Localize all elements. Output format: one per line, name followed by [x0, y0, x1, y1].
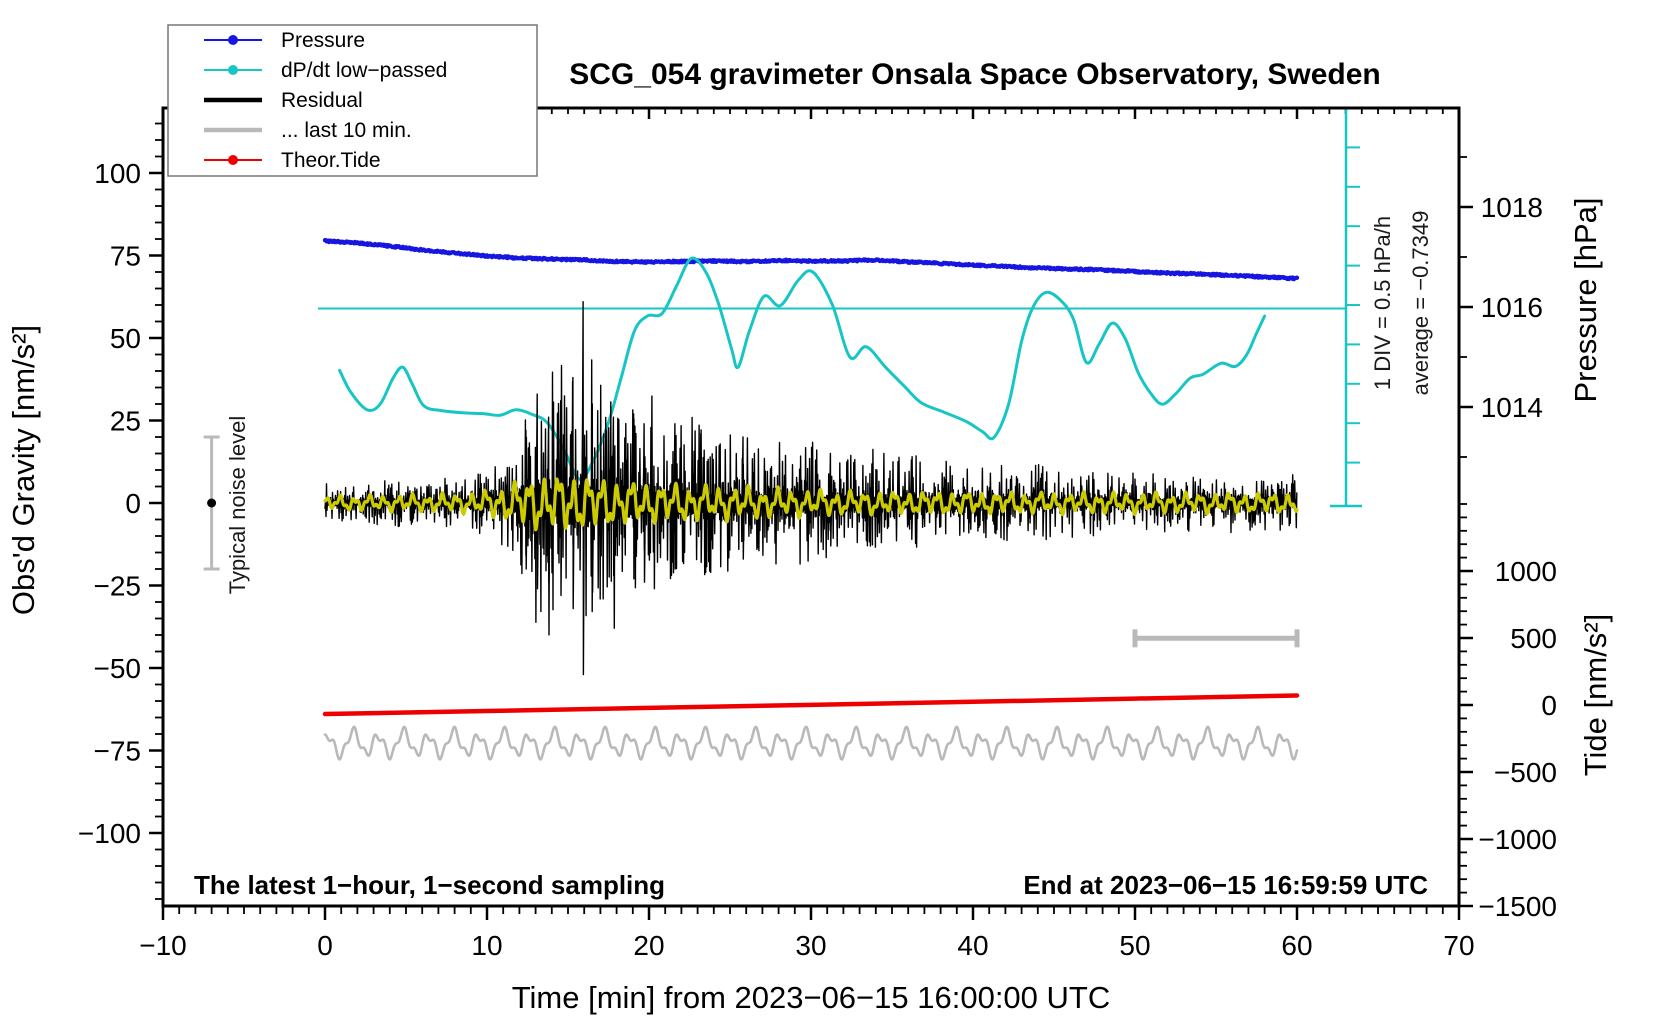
- tick-label: 40: [957, 930, 988, 961]
- legend-label-residual: Residual: [281, 89, 363, 112]
- residual-spike: [699, 433, 703, 564]
- plot-frame: [161, 106, 1461, 908]
- tick-label: 1014: [1481, 392, 1543, 423]
- end-time-note: End at 2023−06−15 16:59:59 UTC: [1023, 870, 1428, 900]
- legend-item-last10: ... last 10 min.: [204, 119, 412, 142]
- residual-spike: [581, 301, 585, 676]
- tick-label: −1000: [1478, 824, 1557, 855]
- tick-label: −10: [139, 930, 187, 961]
- tick-label: 50: [1119, 930, 1150, 961]
- sampling-note: The latest 1−hour, 1−second sampling: [194, 870, 665, 900]
- noise-level-label: Typical noise level: [225, 416, 250, 595]
- tick-label: −25: [94, 571, 142, 602]
- residual-spike: [535, 393, 540, 590]
- legend-item-residual: Residual: [204, 89, 363, 112]
- dpdt-series: [338, 256, 1267, 481]
- average-note: average = −0.7349: [1408, 211, 1433, 396]
- chart-title: SCG_054 gravimeter Onsala Space Observat…: [569, 58, 1381, 91]
- tick-label: 60: [1281, 930, 1312, 961]
- tide-series: [322, 693, 1300, 717]
- legend-item-dpdt: dP/dt low−passed: [204, 59, 447, 82]
- residual-spike: [909, 459, 914, 540]
- tick-label: 0: [1541, 690, 1557, 721]
- residual-spike: [571, 376, 575, 610]
- last10-series: [323, 725, 1299, 761]
- tick-label: 75: [110, 241, 141, 272]
- legend-label-dpdt: dP/dt low−passed: [281, 59, 447, 82]
- filtered-series: [323, 477, 1299, 532]
- legend-label-last10: ... last 10 min.: [281, 119, 412, 142]
- tick-label: 1000: [1495, 556, 1557, 587]
- tick-label: 50: [110, 323, 141, 354]
- residual-spike: [631, 413, 636, 580]
- tick-label: 30: [795, 930, 826, 961]
- residual-series: [324, 359, 1298, 636]
- residual-spike: [558, 400, 563, 597]
- dpdt-dot-icon: [228, 65, 238, 75]
- tick-label: 70: [1443, 930, 1474, 961]
- tick-label: 25: [110, 406, 141, 437]
- residual-spike: [741, 436, 745, 560]
- tide-axis-label: Tide [nm/s²]: [1578, 614, 1613, 777]
- legend-label-tide: Theor.Tide: [281, 149, 381, 172]
- pressure-series: [322, 238, 1300, 282]
- tick-label: −100: [78, 818, 141, 849]
- residual-spike: [590, 403, 595, 593]
- residual-spike: [642, 423, 646, 583]
- div-scale-note: 1 DIV = 0.5 hPa/h: [1370, 216, 1395, 390]
- noise-level-dot: [207, 498, 217, 508]
- residual-spike: [611, 416, 616, 577]
- tick-label: 0: [317, 930, 333, 961]
- tide-dot-icon: [228, 155, 238, 165]
- pressure-dot-icon: [228, 35, 238, 45]
- tick-label: −75: [94, 736, 142, 767]
- tick-label: 1018: [1481, 192, 1543, 223]
- tick-label: 1016: [1481, 292, 1543, 323]
- residual-spike: [828, 452, 833, 547]
- residual-spike: [546, 416, 551, 583]
- legend-item-tide: Theor.Tide: [204, 149, 381, 172]
- data-series: [203, 108, 1362, 761]
- tick-label: −1500: [1478, 891, 1557, 922]
- legend: Pressure dP/dt low−passed Residual ... l…: [167, 24, 538, 177]
- pressure-axis-label: Pressure [hPa]: [1568, 197, 1603, 402]
- legend-item-pressure: Pressure: [204, 29, 365, 52]
- gravity-axis-label: Obs'd Gravity [nm/s²]: [6, 325, 41, 615]
- residual-spike: [524, 429, 528, 570]
- tick-label: 10: [471, 930, 502, 961]
- tick-label: 20: [633, 930, 664, 961]
- tick-label: 500: [1510, 623, 1557, 654]
- tick-label: −50: [94, 653, 142, 684]
- x-axis-label: Time [min] from 2023−06−15 16:00:00 UTC: [512, 980, 1111, 1015]
- tick-label: 0: [125, 488, 141, 519]
- residual-spike: [673, 423, 677, 570]
- legend-label-pressure: Pressure: [281, 29, 365, 52]
- tick-label: 100: [94, 158, 141, 189]
- tick-label: −500: [1494, 757, 1557, 788]
